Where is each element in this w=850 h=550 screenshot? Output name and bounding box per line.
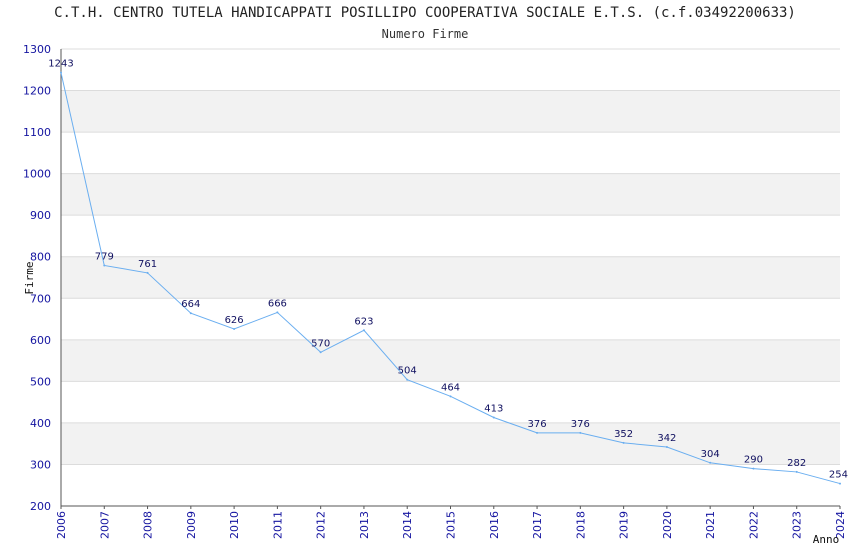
data-label: 761: [138, 259, 157, 270]
x-tick-label: 2016: [488, 511, 501, 539]
x-tick-label: 2015: [445, 511, 458, 539]
grid-band: [61, 339, 840, 382]
data-point: [233, 328, 236, 331]
x-tick-label: 2007: [98, 511, 111, 539]
y-tick-label: 1200: [23, 85, 51, 98]
x-tick-label: 2011: [271, 511, 284, 539]
data-point: [406, 378, 409, 381]
x-axis-title: Anno: [813, 533, 840, 546]
y-tick-label: 600: [30, 334, 51, 347]
x-tick-label: 2008: [142, 511, 155, 539]
data-point: [622, 441, 625, 444]
data-label: 623: [354, 316, 373, 327]
data-label: 352: [614, 429, 633, 440]
x-tick-label: 2023: [791, 511, 804, 539]
y-tick-label: 300: [30, 458, 51, 471]
data-label: 664: [181, 299, 200, 310]
y-tick-label: 400: [30, 417, 51, 430]
data-point: [665, 446, 668, 449]
data-point: [60, 71, 62, 74]
x-tick-label: 2006: [55, 511, 68, 539]
data-label: 282: [787, 458, 806, 469]
data-label: 413: [484, 404, 503, 415]
data-point: [492, 416, 495, 419]
x-tick-label: 2009: [185, 511, 198, 539]
data-label: 376: [571, 419, 590, 430]
data-point: [536, 431, 539, 434]
x-tick-label: 2020: [661, 511, 674, 539]
x-tick-label: 2024: [834, 511, 847, 539]
grid-band: [61, 256, 840, 299]
data-point: [319, 351, 322, 354]
x-tick-label: 2014: [401, 511, 414, 539]
data-point: [839, 482, 841, 485]
data-point: [795, 470, 798, 473]
y-tick-label: 1300: [23, 43, 51, 56]
data-point: [362, 329, 365, 332]
x-tick-label: 2022: [747, 511, 760, 539]
data-point: [103, 264, 106, 267]
data-label: 290: [744, 455, 763, 466]
chart-title: C.T.H. CENTRO TUTELA HANDICAPPATI POSILL…: [54, 5, 796, 21]
y-tick-label: 1000: [23, 168, 51, 181]
x-tick-label: 2012: [315, 511, 328, 539]
x-tick-label: 2018: [574, 511, 587, 539]
data-label: 304: [701, 449, 720, 460]
data-label: 342: [657, 433, 676, 444]
data-point: [709, 461, 712, 464]
data-point: [449, 395, 452, 398]
x-tick-label: 2013: [358, 511, 371, 539]
data-label: 254: [829, 470, 848, 481]
grid-band: [61, 173, 840, 216]
y-tick-label: 700: [30, 292, 51, 305]
data-point: [579, 431, 582, 434]
grid-band: [61, 422, 840, 465]
y-axis-title: Firme: [23, 261, 36, 294]
y-tick-label: 1100: [23, 126, 51, 139]
x-tick-label: 2021: [704, 511, 717, 539]
y-tick-label: 200: [30, 500, 51, 513]
data-label: 1243: [48, 59, 73, 70]
x-tick-label: 2017: [531, 511, 544, 539]
data-label: 376: [528, 419, 547, 430]
y-tick-label: 500: [30, 375, 51, 388]
y-tick-label: 800: [30, 251, 51, 264]
data-point: [146, 271, 149, 274]
x-tick-label: 2019: [618, 511, 631, 539]
chart-subtitle: Numero Firme: [381, 27, 469, 41]
data-label: 666: [268, 298, 287, 309]
data-label: 464: [441, 382, 460, 393]
data-point: [189, 312, 192, 315]
x-tick-label: 2010: [228, 511, 241, 539]
data-label: 570: [311, 338, 330, 349]
grid-band: [61, 90, 840, 133]
y-tick-label: 900: [30, 209, 51, 222]
data-label: 779: [95, 251, 114, 262]
data-label: 504: [398, 366, 417, 377]
data-point: [276, 311, 279, 314]
data-point: [752, 467, 755, 470]
data-label: 626: [225, 315, 244, 326]
